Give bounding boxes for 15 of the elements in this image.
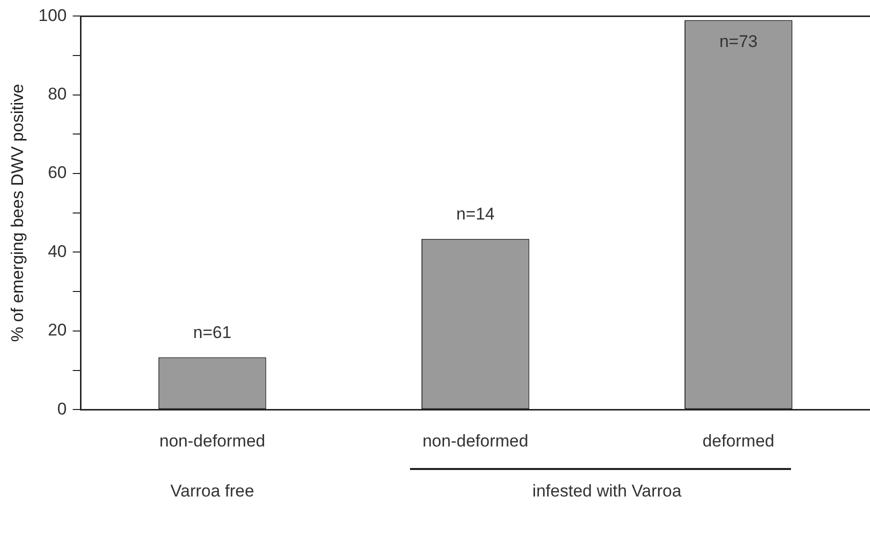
- y-tick-label: 40: [48, 242, 67, 261]
- text: infested with Varroa: [532, 481, 682, 500]
- y-tick-label: 60: [48, 163, 67, 182]
- x-tick-label: non-deformed: [422, 431, 528, 450]
- annotation: n=14: [456, 204, 495, 224]
- y-tick-label: 80: [48, 84, 67, 104]
- y-tick-label: 100: [38, 6, 67, 25]
- text: Varroa free: [170, 481, 254, 500]
- y-axis-title: % of emerging bees DWV positive: [8, 84, 27, 342]
- y-tick-label: 0: [57, 399, 67, 418]
- y-tick-label: 20: [48, 320, 67, 340]
- annotation: n=61: [193, 322, 232, 342]
- x-tick-label: non-deformed: [159, 431, 266, 450]
- annotation: n=73: [719, 32, 758, 51]
- x-tick-label: deformed: [702, 431, 774, 450]
